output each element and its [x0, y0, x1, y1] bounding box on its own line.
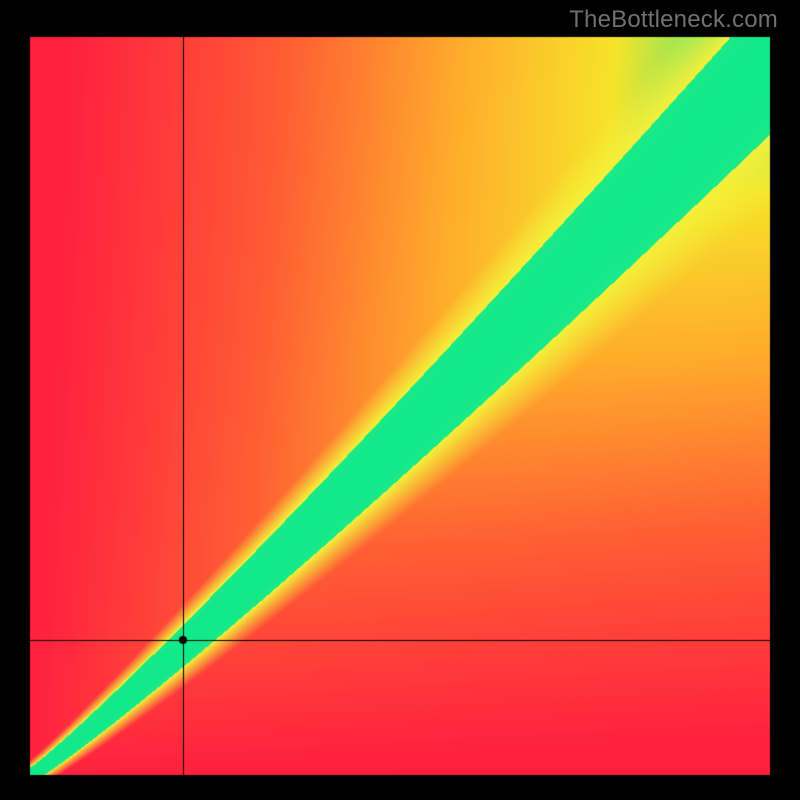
chart-container: TheBottleneck.com	[0, 0, 800, 800]
bottleneck-heatmap	[0, 0, 800, 800]
watermark-text: TheBottleneck.com	[569, 6, 778, 34]
